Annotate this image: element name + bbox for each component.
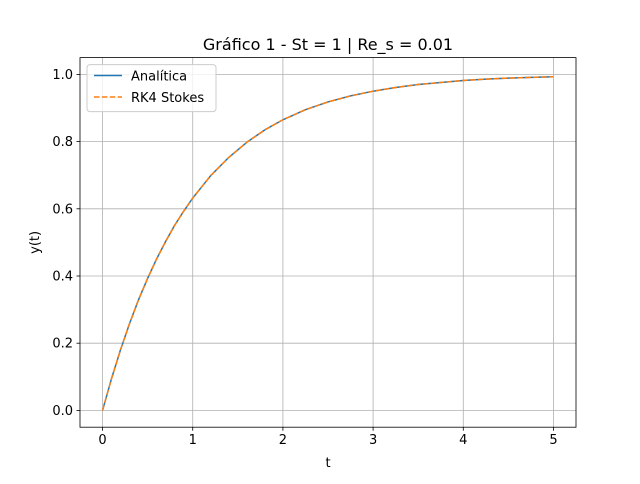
x-tick-label: 1 [189, 433, 197, 448]
x-tick-label: 3 [369, 433, 377, 448]
x-tick-label: 4 [459, 433, 467, 448]
y-tick-label: 0.8 [52, 135, 73, 150]
y-tick-label: 0.2 [52, 337, 73, 352]
y-axis-label: y(t) [28, 231, 43, 254]
x-tick-label: 0 [98, 433, 106, 448]
legend-label-analitica: Analítica [131, 70, 187, 85]
axes-frame [79, 57, 577, 428]
y-tick-label: 0.6 [52, 202, 73, 217]
series-line-rk4-stokes [101, 76, 554, 411]
y-tick-label: 0.4 [52, 270, 73, 285]
plot-lines [101, 76, 554, 411]
chart-title: Gráfico 1 - St = 1 | Re_s = 0.01 [203, 35, 453, 55]
y-tick-label: 0.0 [52, 404, 73, 419]
x-tick-label: 5 [549, 433, 557, 448]
x-tick-label: 2 [279, 433, 287, 448]
y-tick-label: 1.0 [52, 68, 73, 83]
x-axis-label: t [325, 456, 330, 471]
legend-box [86, 64, 217, 113]
ticks: 0 1 2 3 4 5 0.0 0.2 0.4 0.6 0.8 1.0 [52, 68, 557, 448]
legend-label-rk4-stokes: RK4 Stokes [131, 91, 204, 106]
legend: Analítica RK4 Stokes [86, 64, 217, 113]
